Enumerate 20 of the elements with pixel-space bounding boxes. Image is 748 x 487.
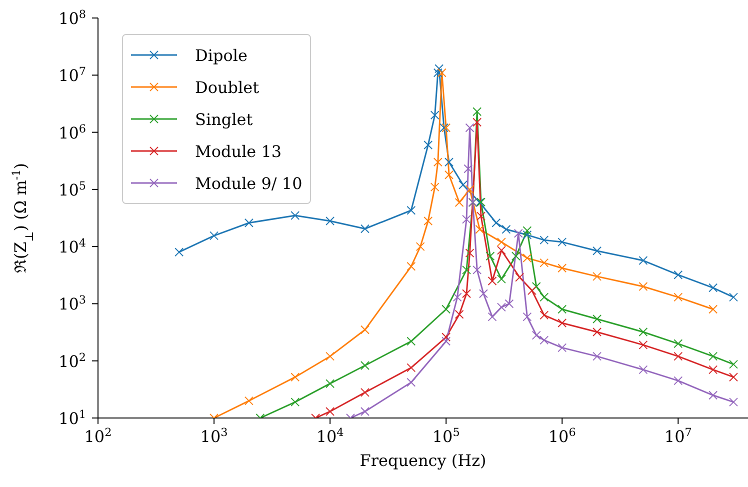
y-tick-label: 10$^{1}$ xyxy=(58,408,86,428)
x-axis-title: Frequency (Hz) xyxy=(360,451,486,470)
y-tick-label: 10$^{6}$ xyxy=(58,122,86,142)
y-tick-label: 10$^{8}$ xyxy=(58,8,86,28)
x-tick-label: 10$^{5}$ xyxy=(432,426,460,446)
x-tick-label: 10$^{3}$ xyxy=(200,426,228,446)
y-tick-label: 10$^{7}$ xyxy=(58,64,86,86)
y-tick-label: 10$^{5}$ xyxy=(58,178,86,200)
x-tick-label: 10$^{4}$ xyxy=(316,426,344,446)
legend-label: Module 13 xyxy=(195,142,282,160)
y-tick-label: 10$^{4}$ xyxy=(58,236,86,257)
y-tick-label: 10$^{3}$ xyxy=(58,293,86,314)
legend-label: Module 9/ 10 xyxy=(195,174,302,192)
x-tick-label: 10$^{6}$ xyxy=(548,426,576,446)
legend-label: Dipole xyxy=(195,46,248,64)
x-tick-label: 10$^{2}$ xyxy=(84,426,112,446)
legend-label: Doublet xyxy=(195,78,260,96)
x-tick-label: 10$^{7}$ xyxy=(664,426,692,446)
legend-label: Singlet xyxy=(195,110,253,128)
y-tick-label: 10$^{2}$ xyxy=(58,350,86,371)
